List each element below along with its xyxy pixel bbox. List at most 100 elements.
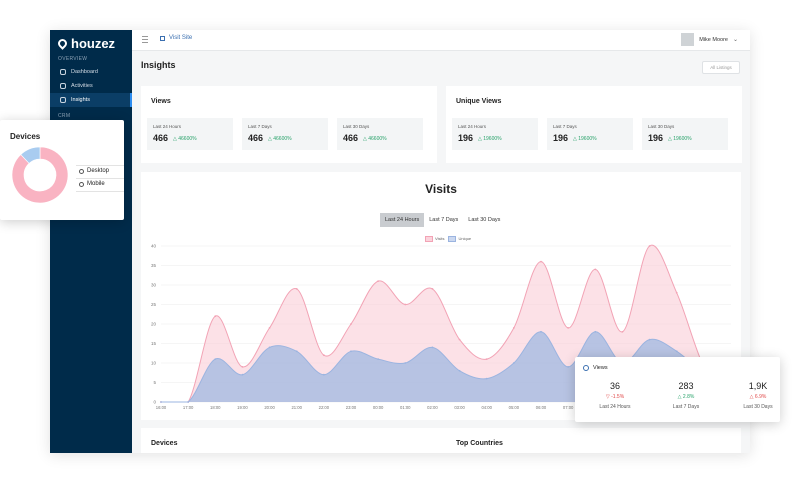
logo[interactable]: houzez bbox=[56, 35, 116, 51]
views-period: Last 7 Days bbox=[672, 404, 700, 410]
legend-label-unique[interactable]: Unique bbox=[458, 236, 472, 241]
stat-change: △ 46600% bbox=[268, 136, 292, 142]
data-point-visits bbox=[241, 366, 244, 368]
data-point-unique bbox=[485, 377, 488, 380]
x-tick-label: 04:00 bbox=[481, 405, 492, 410]
sidebar-item-dashboard[interactable]: Dashboard bbox=[50, 65, 132, 79]
x-tick-label: 07:00 bbox=[563, 405, 574, 410]
donut-slice-desktop[interactable] bbox=[11, 146, 69, 204]
data-point-unique bbox=[540, 330, 542, 333]
data-point-unique bbox=[187, 401, 190, 403]
stat-label: Last 24 Hours bbox=[153, 124, 182, 129]
data-point-visits bbox=[540, 260, 542, 263]
views-popup: Views 36 ▽ -1.5% Last 24 Hours 283 △ 2.8… bbox=[575, 357, 780, 422]
legend-swatch-visits bbox=[425, 236, 433, 242]
stat-value: 196 bbox=[553, 133, 569, 143]
chart-legend: Visits Unique bbox=[421, 236, 471, 242]
donut-slice-mobile[interactable] bbox=[20, 146, 41, 164]
tab-last-30-days[interactable]: Last 30 Days bbox=[468, 217, 501, 223]
dashboard-icon bbox=[60, 69, 66, 75]
views-change: △ 6.9% bbox=[749, 394, 767, 400]
stat-box: Last 24 Hours 196 △ 19600% bbox=[452, 118, 538, 150]
legend-swatch-unique bbox=[448, 236, 457, 242]
stat-change: △ 19600% bbox=[478, 136, 502, 142]
page-title: Insights bbox=[141, 60, 176, 70]
eye-icon bbox=[583, 365, 589, 371]
divider bbox=[76, 165, 124, 166]
chevron-down-icon: ⌄ bbox=[732, 37, 738, 43]
data-point-unique bbox=[567, 366, 570, 368]
data-point-unique bbox=[594, 330, 597, 333]
y-tick-label: 35 bbox=[151, 263, 157, 268]
stat-change-value: 46600% bbox=[273, 136, 292, 142]
series-line-visits bbox=[161, 244, 732, 403]
stat-label: Last 30 Days bbox=[648, 124, 675, 129]
data-point-visits bbox=[485, 358, 488, 360]
data-point-visits bbox=[431, 288, 434, 290]
external-link-icon bbox=[160, 35, 165, 41]
stat-label: Last 30 Days bbox=[343, 124, 370, 129]
legend-desktop[interactable]: Desktop bbox=[79, 168, 109, 174]
sidebar-item-insights[interactable]: Insights bbox=[50, 93, 132, 107]
data-point-unique bbox=[350, 350, 352, 353]
data-point-unique bbox=[377, 358, 380, 360]
stat-box: Last 7 Days 196 △ 19600% bbox=[547, 118, 633, 150]
legend-mobile[interactable]: Mobile bbox=[79, 181, 105, 187]
x-tick-label: 00:00 bbox=[373, 405, 384, 410]
stat-box: Last 24 Hours 466 △ 46600% bbox=[147, 118, 233, 150]
tab-last-7-days[interactable]: Last 7 Days bbox=[429, 217, 459, 223]
data-point-visits bbox=[567, 327, 570, 329]
y-tick-label: 0 bbox=[153, 400, 156, 405]
section-overview: OVERVIEW bbox=[58, 56, 88, 62]
views-change-value: 6.9% bbox=[754, 394, 767, 400]
stat-change-value: 19600% bbox=[483, 136, 502, 142]
data-point-visits bbox=[675, 291, 678, 294]
listings-filter-label: All Listings bbox=[710, 65, 732, 70]
user-menu[interactable]: Mike Moore ⌄ bbox=[681, 33, 738, 46]
sidebar: houzez OVERVIEW Dashboard Activities Ins… bbox=[50, 30, 132, 453]
x-tick-label: 05:00 bbox=[509, 405, 520, 410]
visit-site-link[interactable]: Visit Site bbox=[160, 35, 192, 41]
data-point-unique bbox=[214, 358, 217, 360]
views-card: Views Last 24 Hours 466 △ 46600% Last 7 … bbox=[141, 86, 437, 163]
x-tick-label: 16:00 bbox=[156, 405, 167, 410]
stat-label: Last 24 Hours bbox=[458, 124, 487, 129]
menu-icon[interactable] bbox=[142, 36, 148, 43]
y-tick-label: 30 bbox=[151, 283, 157, 288]
logo-text: houzez bbox=[71, 35, 116, 51]
legend-label-visits[interactable]: Visits bbox=[435, 236, 445, 241]
views-value: 283 bbox=[678, 381, 694, 391]
stat-change-value: 19600% bbox=[673, 136, 692, 142]
stat-value: 466 bbox=[248, 133, 264, 143]
stat-change-value: 19600% bbox=[578, 136, 597, 142]
views-period: Last 30 Days bbox=[743, 404, 773, 410]
stat-label: Last 7 Days bbox=[248, 124, 272, 129]
listings-filter[interactable]: All Listings bbox=[702, 61, 740, 74]
y-tick-label: 10 bbox=[151, 361, 157, 366]
x-tick-label: 21:00 bbox=[291, 405, 302, 410]
data-point-unique bbox=[458, 369, 461, 372]
y-tick-label: 40 bbox=[151, 244, 157, 249]
data-point-visits bbox=[377, 280, 380, 282]
sidebar-item-activities[interactable]: Activities bbox=[50, 79, 132, 93]
data-point-unique bbox=[295, 350, 298, 353]
tab-last-24-hours[interactable]: Last 24 Hours bbox=[380, 213, 425, 227]
stat-box: Last 7 Days 466 △ 46600% bbox=[242, 118, 328, 150]
views-change-value: -1.5% bbox=[611, 394, 625, 400]
views-col: 36 ▽ -1.5% Last 24 Hours bbox=[585, 381, 645, 410]
devices-title: Devices bbox=[10, 132, 41, 141]
devices-popup: Devices Desktop Mobile bbox=[0, 120, 124, 220]
stat-box: Last 30 Days 196 △ 19600% bbox=[642, 118, 728, 150]
devices-donut-chart bbox=[11, 146, 69, 204]
location-pin-icon bbox=[56, 36, 69, 50]
views-popup-header: Views bbox=[583, 365, 608, 371]
divider bbox=[76, 178, 124, 179]
y-tick-label: 15 bbox=[151, 341, 157, 346]
data-point-unique bbox=[241, 373, 244, 376]
stat-value: 466 bbox=[343, 133, 359, 143]
data-point-unique bbox=[322, 373, 325, 376]
radio-dot-icon bbox=[79, 181, 84, 187]
series-line-unique bbox=[161, 331, 732, 403]
bottom-cards: Devices Top Countries bbox=[141, 428, 741, 453]
data-point-visits bbox=[295, 288, 298, 290]
